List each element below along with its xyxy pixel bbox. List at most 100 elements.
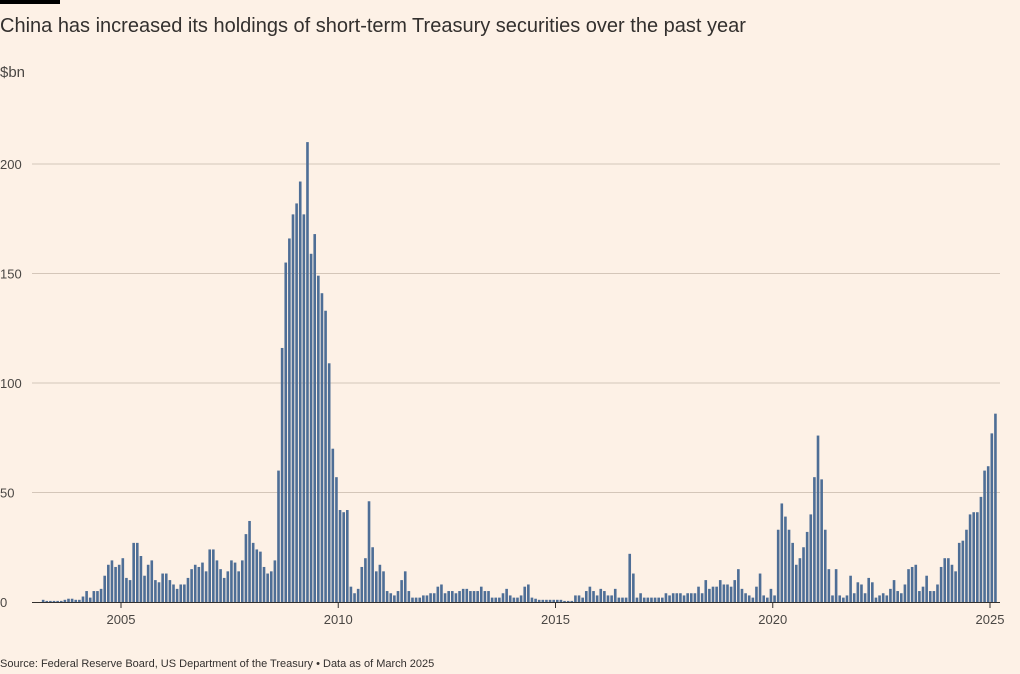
bar: [382, 571, 385, 602]
bar: [132, 542, 135, 602]
bar: [610, 595, 613, 602]
bar: [599, 588, 603, 602]
bar: [248, 520, 251, 602]
bar: [175, 588, 179, 602]
bar: [914, 564, 918, 602]
bar: [465, 588, 469, 602]
bar: [592, 591, 595, 602]
source-note: Source: Federal Reserve Board, US Depart…: [0, 658, 435, 670]
bar: [907, 569, 910, 602]
bar: [849, 575, 852, 602]
bar: [161, 573, 164, 602]
bar: [349, 586, 353, 602]
bar: [295, 203, 298, 603]
x-tick-label: 2010: [324, 612, 353, 627]
bar: [733, 580, 737, 602]
bar: [968, 514, 972, 602]
bar: [320, 293, 324, 602]
bar: [548, 599, 552, 602]
bar: [103, 575, 107, 602]
bar: [284, 262, 288, 602]
bar: [816, 435, 820, 602]
bar: [671, 593, 675, 602]
bar: [541, 599, 545, 602]
bar: [501, 593, 505, 602]
bar: [947, 558, 950, 602]
bar: [121, 558, 125, 602]
bar: [545, 599, 548, 602]
bar: [117, 564, 121, 602]
bar: [193, 564, 197, 602]
bar: [204, 571, 208, 602]
bar: [628, 553, 632, 602]
bar: [925, 575, 928, 602]
bar: [110, 560, 114, 602]
bar: [273, 560, 277, 602]
bar: [74, 599, 78, 602]
bar: [342, 512, 345, 602]
bar: [657, 597, 660, 602]
bar: [965, 529, 968, 602]
bar: [679, 593, 682, 602]
bar: [624, 597, 628, 602]
bar: [621, 597, 624, 602]
bar: [154, 580, 157, 602]
bar: [523, 586, 527, 602]
bar: [309, 253, 313, 603]
bar: [613, 588, 617, 602]
bar: [451, 591, 454, 602]
bar: [838, 595, 842, 602]
bar: [135, 542, 139, 602]
brand-top-bar: [0, 0, 60, 4]
bar: [794, 564, 798, 602]
bar: [237, 571, 240, 602]
bar: [784, 516, 787, 602]
bar: [928, 591, 932, 602]
bar: [222, 577, 226, 602]
bar: [700, 593, 704, 602]
y-tick-label: 200: [0, 157, 22, 172]
bar: [603, 591, 606, 602]
bar: [52, 600, 56, 602]
bar: [516, 597, 519, 602]
bar: [769, 588, 773, 602]
bar: [139, 556, 143, 602]
bar: [943, 558, 947, 602]
bar: [371, 547, 374, 602]
bars: [41, 142, 997, 603]
bar: [972, 512, 976, 602]
y-tick-label: 0: [0, 595, 7, 610]
bar: [396, 591, 400, 602]
gridlines: 0 50 100 150 200: [0, 157, 1000, 610]
bar: [429, 593, 432, 602]
bar: [378, 564, 382, 602]
bar: [534, 598, 537, 603]
bar: [809, 514, 813, 602]
bar: [961, 540, 965, 602]
bar: [751, 597, 755, 602]
bar: [954, 571, 957, 602]
bar: [125, 577, 128, 602]
bar: [306, 142, 309, 602]
bar: [860, 584, 863, 602]
bar: [277, 470, 280, 602]
bar: [726, 584, 729, 602]
bar: [689, 593, 693, 602]
bar: [288, 238, 291, 602]
bar: [146, 564, 150, 602]
bar: [259, 551, 262, 602]
bar: [867, 577, 871, 602]
bar: [892, 580, 896, 602]
bar: [693, 593, 697, 602]
bar: [744, 593, 747, 602]
bar: [494, 597, 498, 602]
bar: [802, 547, 805, 602]
bar: [356, 588, 360, 602]
bar: [186, 577, 190, 602]
bar: [773, 595, 776, 602]
bar: [820, 479, 823, 602]
bar: [990, 433, 994, 602]
bar: [979, 496, 983, 602]
bar: [903, 584, 907, 602]
